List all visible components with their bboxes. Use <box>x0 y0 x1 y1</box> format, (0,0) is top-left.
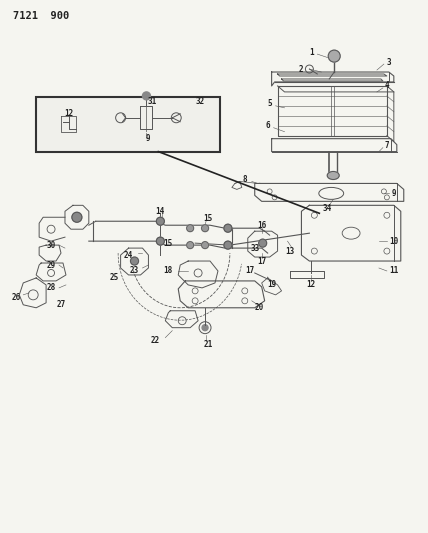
Text: 5: 5 <box>268 99 272 108</box>
Text: 15: 15 <box>203 214 213 223</box>
Circle shape <box>131 257 139 265</box>
Text: 7121  900: 7121 900 <box>13 11 70 21</box>
Circle shape <box>156 237 164 245</box>
Circle shape <box>187 241 193 248</box>
Text: 8: 8 <box>243 175 247 184</box>
Circle shape <box>202 241 208 248</box>
Text: 27: 27 <box>56 300 65 309</box>
Text: 34: 34 <box>323 204 332 213</box>
Circle shape <box>143 92 150 100</box>
Text: 17: 17 <box>257 256 266 265</box>
Text: 28: 28 <box>47 284 56 293</box>
Circle shape <box>156 217 164 225</box>
Text: 4: 4 <box>385 82 389 91</box>
Ellipse shape <box>327 172 339 180</box>
Circle shape <box>224 224 232 232</box>
Text: 10: 10 <box>389 237 398 246</box>
Circle shape <box>259 239 267 247</box>
Circle shape <box>224 241 232 249</box>
Text: 20: 20 <box>255 303 265 312</box>
Bar <box>36 97 220 151</box>
Text: 9: 9 <box>146 134 151 143</box>
Text: 24: 24 <box>123 251 133 260</box>
Text: 14: 14 <box>156 207 165 216</box>
Text: 25: 25 <box>110 273 119 282</box>
Text: 16: 16 <box>257 221 266 230</box>
Text: 30: 30 <box>47 240 56 249</box>
Text: 18: 18 <box>163 266 172 276</box>
Text: 19: 19 <box>267 280 276 289</box>
Text: 29: 29 <box>47 261 56 270</box>
Circle shape <box>202 325 208 330</box>
Text: 23: 23 <box>129 266 139 276</box>
Circle shape <box>202 225 208 232</box>
Text: 1: 1 <box>309 47 314 56</box>
Text: 2: 2 <box>299 64 304 74</box>
Text: 31: 31 <box>148 98 157 107</box>
Text: 7: 7 <box>385 141 389 150</box>
Text: 15: 15 <box>163 239 172 248</box>
Text: 26: 26 <box>12 293 21 302</box>
Text: 12: 12 <box>64 109 74 118</box>
Text: 22: 22 <box>151 336 160 345</box>
Text: 9: 9 <box>392 189 396 198</box>
Text: 32: 32 <box>196 98 205 107</box>
Text: 21: 21 <box>203 340 213 349</box>
Text: 17: 17 <box>246 266 255 276</box>
Circle shape <box>72 212 82 222</box>
Text: 33: 33 <box>250 244 259 253</box>
Text: 13: 13 <box>285 247 294 256</box>
Text: 11: 11 <box>389 266 398 276</box>
Text: 6: 6 <box>265 121 270 130</box>
Text: 12: 12 <box>307 280 316 289</box>
Circle shape <box>328 50 340 62</box>
Circle shape <box>187 225 193 232</box>
Text: 3: 3 <box>386 58 391 67</box>
